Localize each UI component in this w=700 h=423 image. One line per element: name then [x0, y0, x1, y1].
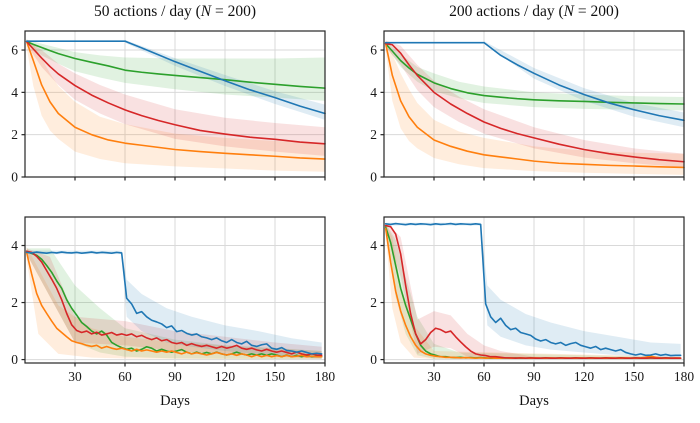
- red-series-band: [385, 222, 681, 360]
- x-tick-label: 60: [118, 369, 132, 384]
- subplot-top-right: 0 2 4 6: [370, 30, 685, 185]
- title-text: = 200): [211, 3, 256, 20]
- y-tick-label: 4: [370, 238, 377, 253]
- red-series-line: [25, 250, 323, 357]
- x-tick-label: 120: [215, 369, 236, 384]
- y-tick-label: 0: [11, 170, 18, 185]
- red-series-line: [384, 42, 685, 163]
- subplot-title-left: 50 actions / day (N = 200): [25, 1, 325, 23]
- y-tick-label: 2: [11, 295, 18, 310]
- subplot-top-left: 0 2 4 6: [11, 30, 326, 185]
- x-tick-label: 180: [315, 369, 336, 384]
- y-tick-label: 6: [11, 43, 18, 58]
- y-tick-label: 4: [11, 238, 18, 253]
- title-variable-n: N: [563, 3, 574, 20]
- red-series-line: [384, 224, 682, 359]
- orange-series-band: [26, 39, 326, 172]
- x-tick-label: 180: [674, 369, 695, 384]
- red-series-band: [385, 40, 684, 168]
- green-series-band: [385, 41, 684, 111]
- subplot-bottom-left: 30 60 90 120 150 180 0 2 4: [11, 216, 336, 384]
- x-tick-label: 90: [527, 369, 541, 384]
- x-axis-label-right: Days: [519, 393, 549, 409]
- green-series-line: [384, 42, 685, 105]
- y-tick-label: 2: [370, 127, 377, 142]
- title-text: = 200): [573, 3, 619, 20]
- blue-series-line: [25, 40, 326, 115]
- y-tick-label: 2: [370, 295, 377, 310]
- x-tick-label: 150: [624, 369, 645, 384]
- red-series-band: [26, 39, 326, 156]
- title-variable-n: N: [200, 3, 212, 20]
- subplot-bottom-right: 30 60 90 120 150 180 0 2 4: [370, 216, 695, 384]
- y-tick-label: 0: [370, 170, 377, 185]
- y-tick-label: 4: [11, 85, 18, 100]
- y-tick-label: 0: [370, 352, 377, 367]
- green-series-band: [26, 39, 326, 101]
- orange-series-band: [385, 40, 684, 175]
- x-tick-label: 30: [68, 369, 82, 384]
- blue-series-band: [385, 222, 681, 359]
- subplot-title-right: 200 actions / day (N = 200): [384, 1, 684, 23]
- blue-series-line: [384, 222, 682, 357]
- blue-series-band: [26, 250, 322, 359]
- y-tick-label: 6: [370, 43, 377, 58]
- x-tick-label: 150: [265, 369, 286, 384]
- y-tick-label: 4: [370, 85, 377, 100]
- y-tick-label: 2: [11, 127, 18, 142]
- green-series-line: [25, 40, 326, 89]
- blue-series-line: [25, 251, 323, 355]
- title-text: 200 actions / day (: [449, 3, 564, 20]
- orange-series-line: [25, 251, 323, 358]
- y-tick-label: 0: [11, 352, 18, 367]
- orange-series-line: [25, 40, 326, 160]
- x-tick-label: 30: [427, 369, 441, 384]
- blue-series-band: [484, 41, 684, 128]
- orange-series-line: [384, 42, 685, 169]
- x-tick-label: 90: [168, 369, 182, 384]
- x-axis-label-left: Days: [160, 393, 190, 409]
- x-tick-label: 60: [477, 369, 491, 384]
- x-tick-label: 120: [574, 369, 595, 384]
- blue-series-line: [384, 41, 685, 122]
- red-series-line: [25, 40, 326, 145]
- title-text: 50 actions / day (: [93, 3, 201, 20]
